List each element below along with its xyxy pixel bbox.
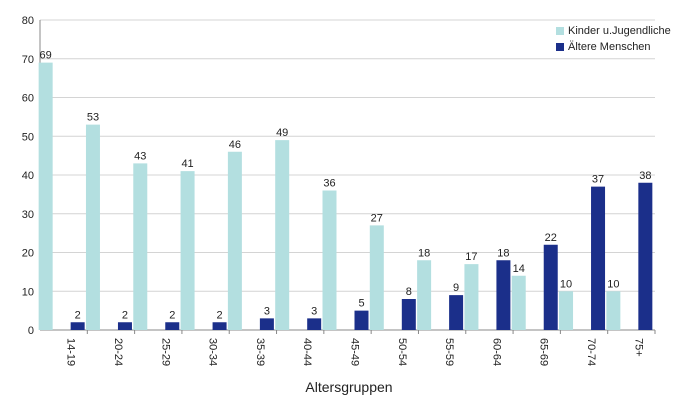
data-label: 2 — [122, 309, 128, 321]
bar-aeltere-60-64 — [496, 260, 511, 330]
data-label: 3 — [264, 305, 270, 317]
data-label: 18 — [497, 247, 509, 259]
x-tick-label: 55-59 — [443, 338, 455, 366]
legend-label: Kinder u.Jugendliche — [568, 25, 671, 37]
x-tick-label: 70-74 — [585, 338, 597, 366]
y-tick-label: 50 — [22, 131, 34, 143]
data-label: 53 — [87, 112, 99, 124]
data-label: 36 — [323, 178, 335, 190]
data-label: 27 — [371, 212, 383, 224]
bar-kinder-65-69 — [511, 275, 526, 330]
y-tick-label: 0 — [28, 325, 34, 337]
bar-aeltere-50-54 — [401, 299, 416, 330]
bars: 69 2 53 2 43 2 41 2 46 3 49 3 36 5 27 8 18 9 17 18 14 22 10 37 1… — [38, 50, 653, 330]
data-label: 9 — [453, 282, 459, 294]
data-label: 8 — [406, 286, 412, 298]
x-tick-label: 20-24 — [112, 338, 124, 366]
bar-aeltere-70-74 — [591, 186, 606, 330]
data-label: 37 — [592, 174, 604, 186]
bar-aeltere-65-69 — [543, 244, 558, 330]
bar-kinder-70-74 — [559, 291, 574, 330]
bar-kinder-50-54 — [369, 225, 384, 330]
bar-aeltere-55-59 — [449, 295, 464, 330]
bar-aeltere-75+ — [638, 182, 653, 330]
bar-aeltere-25-29 — [165, 322, 180, 330]
x-tick-label: 35-39 — [254, 338, 266, 366]
data-label: 49 — [276, 127, 288, 139]
bar-aeltere-30-34 — [212, 322, 227, 330]
x-tick-label: 45-49 — [349, 338, 361, 366]
x-tick-label: 65-69 — [538, 338, 550, 366]
data-label: 46 — [229, 139, 241, 151]
bar-kinder-55-59 — [417, 260, 432, 330]
x-axis-title: Altersgruppen — [305, 379, 392, 395]
data-label: 2 — [75, 309, 81, 321]
legend: Kinder u.Jugendliche Ältere Menschen — [556, 25, 671, 53]
x-tick-label: 40-44 — [301, 338, 313, 366]
data-label: 43 — [134, 150, 146, 162]
data-label: 2 — [169, 309, 175, 321]
data-label: 2 — [217, 309, 223, 321]
bar-kinder-40-44 — [275, 140, 290, 330]
bar-aeltere-45-49 — [354, 310, 369, 330]
x-tick-label: 50-54 — [396, 338, 408, 366]
x-tick-label: 30-34 — [207, 338, 219, 366]
bar-kinder-45-49 — [322, 190, 337, 330]
data-label: 22 — [545, 232, 557, 244]
bar-aeltere-35-39 — [259, 318, 274, 330]
y-tick-label: 40 — [22, 170, 34, 182]
bar-aeltere-14-19 — [70, 322, 85, 330]
bar-kinder-20-24 — [85, 124, 100, 330]
x-tick-label: 25-29 — [159, 338, 171, 366]
legend-label: Ältere Menschen — [568, 41, 651, 53]
bar-kinder-35-39 — [227, 151, 242, 330]
data-label: 10 — [560, 278, 572, 290]
data-label: 41 — [181, 158, 193, 170]
x-tick-label: 75+ — [632, 338, 644, 357]
y-tick-label: 20 — [22, 248, 34, 260]
x-tick-label: 60-64 — [490, 338, 502, 366]
bar-kinder-25-29 — [133, 163, 148, 330]
x-axis: 14-19 20-24 25-29 30-34 35-39 40-44 45-49 50-54… — [65, 330, 656, 366]
bar-aeltere-20-24 — [117, 322, 132, 330]
y-tick-label: 70 — [22, 54, 34, 66]
y-tick-label: 60 — [22, 93, 34, 105]
bar-kinder-14-19 — [38, 62, 53, 330]
y-tick-label: 10 — [22, 286, 34, 298]
data-label: 14 — [513, 263, 525, 275]
bar-kinder-60-64 — [464, 264, 479, 330]
x-tick-label: 14-19 — [65, 338, 77, 366]
y-tick-label: 30 — [22, 209, 34, 221]
data-label: 17 — [465, 251, 477, 263]
data-label: 10 — [607, 278, 619, 290]
y-axis: 0 10 20 30 40 50 60 70 80 — [22, 15, 41, 337]
data-label: 3 — [311, 305, 317, 317]
bar-aeltere-40-44 — [307, 318, 322, 330]
data-label: 18 — [418, 247, 430, 259]
data-label: 5 — [358, 298, 364, 310]
legend-swatch — [556, 43, 564, 51]
data-label: 69 — [40, 50, 52, 62]
y-tick-label: 80 — [22, 15, 34, 27]
bar-kinder-75+ — [606, 291, 621, 330]
bar-kinder-30-34 — [180, 171, 195, 330]
data-label: 38 — [639, 170, 651, 182]
legend-swatch — [556, 27, 564, 35]
